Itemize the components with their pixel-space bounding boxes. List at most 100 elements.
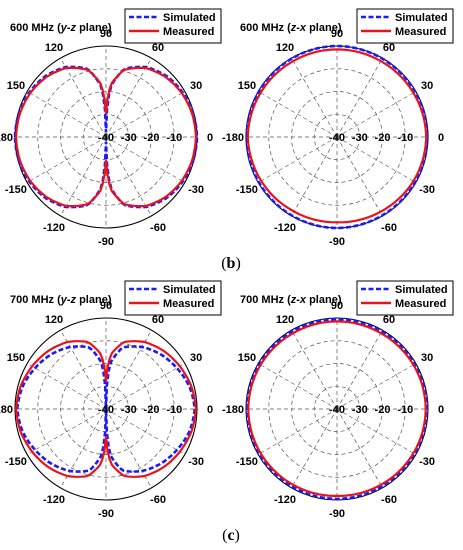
series-line-measured — [15, 66, 198, 208]
grid-circle — [268, 340, 406, 478]
grid-spoke — [105, 408, 152, 488]
series-line-simulated — [245, 44, 429, 230]
angle-tick-label: -180 — [222, 132, 244, 144]
grid-spoke — [291, 330, 338, 410]
grid-circle — [268, 68, 406, 206]
angle-tick-label: 30 — [421, 80, 433, 92]
angle-tick-label: 0 — [438, 404, 444, 416]
radial-tick-label: -10 — [397, 404, 413, 416]
grid-spoke — [105, 330, 152, 410]
angle-tick-label: -30 — [188, 456, 204, 468]
angle-tick-label: 0 — [207, 404, 213, 416]
caption-c: (c) — [222, 527, 240, 544]
grid-spoke — [258, 363, 338, 410]
angle-tick-label: 150 — [238, 352, 256, 364]
angle-tick-label: -30 — [419, 456, 435, 468]
angle-tick-label: 30 — [190, 80, 202, 92]
angle-tick-label: -60 — [150, 494, 166, 506]
grid-spoke — [105, 91, 185, 138]
grid-spoke — [27, 136, 107, 183]
angle-tick-label: -90 — [98, 508, 114, 520]
legend-label-measured: Measured — [163, 26, 214, 38]
legend-label-simulated: Simulated — [395, 284, 448, 296]
legend: Simulated Measured — [356, 8, 454, 44]
angle-tick-label: -150 — [5, 456, 27, 468]
grid-spoke — [291, 136, 338, 216]
radial-tick-label: -20 — [144, 404, 160, 416]
panel-title: 700 MHz (y-z plane) — [10, 294, 112, 306]
grid-spoke — [60, 330, 107, 410]
radial-tick-label: -30 — [352, 404, 368, 416]
legend: Simulated Measured — [124, 8, 222, 44]
grid-spoke — [27, 363, 107, 410]
angle-tick-label: 90 — [331, 28, 343, 40]
grid-spoke — [336, 136, 383, 216]
grid-spoke — [336, 363, 416, 410]
panel-title: 600 MHz (y-z plane) — [10, 22, 112, 34]
grid-spoke — [105, 363, 185, 410]
legend: Simulated Measured — [356, 280, 454, 316]
legend-box — [356, 8, 454, 44]
grid-spoke — [60, 58, 107, 138]
grid-spoke — [336, 91, 416, 138]
legend-label-simulated: Simulated — [163, 12, 216, 24]
legend-label-simulated: Simulated — [163, 284, 216, 296]
grid-spoke — [105, 136, 185, 183]
grid-spoke — [27, 408, 107, 455]
series-line-simulated — [16, 345, 197, 473]
grid-spoke — [60, 408, 107, 488]
grid-circle — [37, 68, 175, 206]
angle-tick-label: 0 — [207, 132, 213, 144]
legend-label-measured: Measured — [163, 298, 214, 310]
grid-spoke — [336, 408, 383, 488]
panel-title: 700 MHz (z-x plane) — [240, 294, 342, 306]
angle-tick-label: -180 — [0, 404, 13, 416]
angle-tick-label: -150 — [236, 184, 258, 196]
angle-tick-label: -90 — [329, 508, 345, 520]
radial-tick-label: -20 — [375, 132, 391, 144]
grid-spoke — [258, 136, 338, 183]
series-line-measured — [15, 340, 198, 478]
angle-tick-label: 60 — [152, 314, 164, 326]
angle-tick-label: 120 — [45, 42, 63, 54]
radial-tick-label: -40 — [98, 132, 114, 144]
radial-tick-label: -40 — [329, 404, 345, 416]
grid-spoke — [258, 91, 338, 138]
polar-plot-c-right: 90 120 150 -180 -150 -120 -90 -60 -30 0 30 60 -40 -30… — [222, 280, 454, 520]
angle-tick-label: 90 — [100, 28, 112, 40]
angle-tick-label: 90 — [100, 300, 112, 312]
caption-b: (b) — [221, 255, 241, 272]
radial-tick-label: -40 — [98, 404, 114, 416]
angle-tick-label: 150 — [238, 80, 256, 92]
polar-plot-b-left: 90 120 150 -180 -150 -120 -90 -60 -30 0 30 60 -40 -30… — [0, 8, 222, 248]
angle-tick-label: 90 — [331, 300, 343, 312]
angle-tick-label: 150 — [7, 80, 25, 92]
angle-tick-label: -180 — [0, 132, 13, 144]
legend-label-measured: Measured — [395, 26, 446, 38]
grid-spoke — [336, 58, 383, 138]
angle-tick-label: -30 — [419, 184, 435, 196]
grid-spoke — [291, 408, 338, 488]
angle-tick-label: -120 — [274, 494, 296, 506]
radial-tick-label: -10 — [166, 132, 182, 144]
grid-spoke — [336, 330, 383, 410]
grid-spoke — [105, 136, 152, 216]
radial-tick-label: -20 — [375, 404, 391, 416]
angle-tick-label: -120 — [274, 222, 296, 234]
angle-tick-label: -120 — [43, 222, 65, 234]
grid-spoke — [105, 408, 185, 455]
angle-tick-label: 120 — [276, 314, 294, 326]
angle-tick-label: -90 — [329, 236, 345, 248]
polar-plot-b-right: 90 120 150 -180 -150 -120 -90 -60 -30 0 30 60 -40 -30… — [222, 8, 454, 248]
grid-spoke — [27, 91, 107, 138]
angle-tick-label: 120 — [276, 42, 294, 54]
legend-box — [356, 280, 454, 316]
grid-spoke — [336, 408, 416, 455]
angle-tick-label: 120 — [45, 314, 63, 326]
angle-tick-label: -60 — [150, 222, 166, 234]
angle-tick-label: 150 — [7, 352, 25, 364]
series-line-measured — [246, 48, 428, 224]
radial-tick-label: -20 — [144, 132, 160, 144]
angle-tick-label: -150 — [236, 456, 258, 468]
